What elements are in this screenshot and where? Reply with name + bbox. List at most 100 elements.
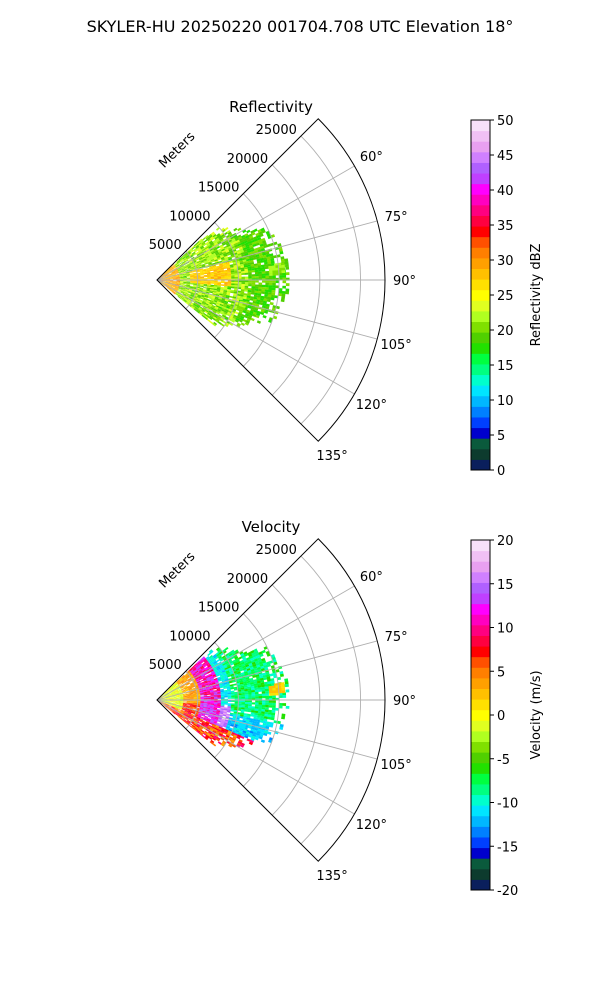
radar-cell: [234, 244, 239, 248]
radar-cell: [222, 664, 227, 668]
radar-cell: [254, 704, 259, 707]
radar-cell: [242, 665, 247, 669]
radar-cell: [265, 723, 270, 727]
radar-cell: [165, 703, 169, 706]
radar-cell: [205, 713, 209, 716]
radar-cell: [255, 254, 260, 258]
radar-cell: [260, 264, 265, 268]
radar-cell: [251, 288, 255, 291]
radar-cell: [241, 705, 245, 708]
radar-cell: [220, 702, 225, 705]
radar-cell: [171, 264, 175, 267]
radar-cell: [212, 317, 217, 321]
radar-cell: [238, 304, 243, 308]
radar-cell: [166, 277, 170, 279]
radar-cell: [203, 281, 208, 283]
radar-cell: [173, 700, 177, 702]
radar-cell: [234, 706, 238, 709]
radar-cell: [169, 702, 173, 704]
radar-cell: [201, 734, 206, 738]
radar-cell: [209, 301, 214, 304]
radar-cell: [262, 300, 267, 304]
radar-cell: [206, 709, 210, 712]
radar-cell: [162, 696, 166, 698]
radar-cell: [244, 702, 249, 705]
radar-cell: [258, 736, 263, 740]
radar-cell: [175, 293, 179, 296]
radar-cell: [254, 290, 259, 294]
radar-cell: [172, 291, 176, 295]
radar-cell: [200, 723, 205, 727]
azimuth-tick-label: 75°: [385, 630, 408, 645]
radar-cell: [223, 731, 228, 735]
radar-cell: [237, 273, 242, 276]
radar-cell: [212, 266, 217, 269]
radar-cell: [175, 286, 179, 288]
radar-cell: [176, 281, 181, 283]
radar-cell: [178, 707, 183, 710]
radar-cell: [232, 736, 237, 740]
radar-cell: [196, 730, 200, 734]
radar-cell: [206, 299, 211, 303]
radar-cell: [236, 322, 241, 327]
radar-cell: [260, 260, 265, 263]
radar-cell: [178, 690, 183, 693]
radar-cell: [193, 667, 197, 672]
radar-cell: [203, 239, 208, 243]
radar-cell: [199, 670, 203, 674]
radar-cell: [221, 669, 226, 673]
radar-cell: [169, 687, 173, 691]
radar-cell: [215, 723, 220, 727]
radar-cell: [245, 719, 250, 723]
radar-cell: [251, 268, 255, 271]
radar-cell: [238, 696, 242, 699]
radar-cell: [215, 318, 220, 322]
radar-cell: [240, 683, 244, 687]
radar-cell: [172, 685, 176, 688]
colorbar-tick-label: 15: [497, 359, 514, 374]
radar-cell: [231, 737, 236, 742]
radar-cell: [166, 689, 170, 692]
radar-cell: [258, 253, 263, 257]
radar-cell: [197, 254, 202, 258]
radar-cell: [255, 314, 260, 319]
radar-cell: [193, 273, 197, 275]
radar-cell: [180, 711, 184, 714]
radar-cell: [228, 717, 233, 720]
radar-cell: [220, 309, 225, 312]
radar-cell: [189, 690, 193, 693]
radar-cell: [210, 271, 214, 274]
radar-cell: [186, 703, 191, 705]
radar-cell: [262, 242, 267, 246]
radar-cell: [186, 675, 190, 679]
radar-cell: [223, 686, 228, 690]
radar-cell: [166, 269, 170, 272]
radar-cell: [220, 268, 224, 271]
panel-title: Reflectivity: [229, 98, 313, 116]
radar-cell: [201, 294, 205, 297]
radar-cell: [208, 254, 213, 257]
radar-cell: [238, 238, 244, 242]
radar-cell: [205, 291, 210, 294]
radar-cell: [223, 710, 228, 713]
radar-cell: [199, 688, 203, 691]
radar-cell: [226, 687, 231, 690]
radar-cell: [206, 693, 211, 695]
radar-cell: [209, 675, 214, 679]
radar-cell: [285, 263, 289, 268]
radar-cell: [269, 302, 274, 306]
radar-cell: [190, 701, 194, 703]
radar-cell: [201, 667, 205, 671]
colorbar-swatch: [471, 130, 490, 142]
radar-cell: [192, 672, 196, 676]
radar-cell: [195, 719, 200, 722]
radar-cell: [164, 692, 168, 695]
radar-cell: [219, 686, 224, 689]
radar-cell: [205, 309, 209, 313]
colorbar-swatch: [471, 236, 490, 248]
radar-cell: [188, 688, 193, 691]
radar-cell: [180, 710, 185, 713]
radar-cell: [210, 300, 214, 303]
radar-cell: [250, 292, 255, 295]
radar-cell: [177, 710, 181, 713]
